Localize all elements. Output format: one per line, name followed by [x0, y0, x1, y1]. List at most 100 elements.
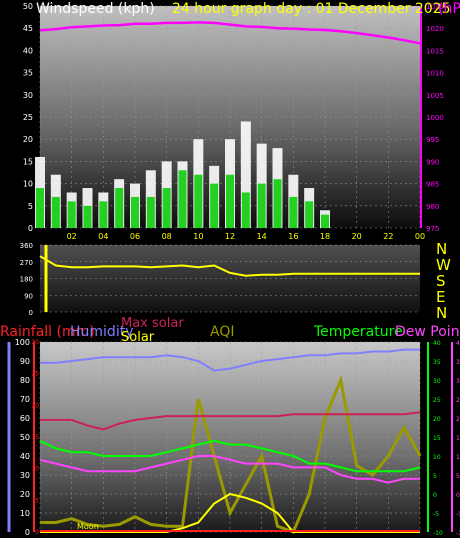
temperature-tick-label: -5	[433, 511, 439, 518]
aqi-line	[40, 374, 422, 534]
windspeed-tick-label: 0	[28, 224, 33, 233]
hour-tick-label: 18	[320, 232, 330, 241]
hour-tick-label: 08	[162, 232, 172, 241]
windspeed-bar	[115, 188, 124, 228]
pressure-tick-label: 975	[426, 225, 439, 233]
windspeed-tick-label: 20	[23, 135, 33, 144]
solar-label: Solar	[121, 330, 155, 345]
pressure-tick-label: 1020	[426, 25, 444, 33]
dewpoint-tick-label: 25	[456, 397, 460, 404]
temperature-tick-label: 35	[433, 359, 441, 366]
temperature-tick-label: 25	[433, 397, 441, 404]
windspeed-tick-label: 45	[23, 24, 33, 33]
humidity-tick-label: 30	[20, 471, 30, 480]
dewpoint-tick-label: 30	[456, 378, 460, 385]
temperature-tick-label: 15	[433, 435, 441, 442]
wind-direction-grid	[40, 244, 420, 313]
temperature-tick-label: 30	[433, 378, 441, 385]
hour-tick-label: 10	[193, 232, 203, 241]
dewpoint-tick-label: 15	[456, 435, 460, 442]
hour-tick-label: 02	[67, 232, 77, 241]
windspeed-bar	[83, 205, 92, 228]
windspeed-axis: 0 5 10 15 20 25 30 35 40 45 50	[23, 2, 33, 233]
windspeed-bar	[131, 196, 139, 228]
windspeed-bar	[36, 188, 44, 228]
hour-tick-label: 22	[383, 232, 393, 241]
dewpoint-tick-label: -5	[456, 511, 460, 518]
windspeed-axis-label: Windspeed (kph)	[36, 1, 155, 17]
dewpoint-tick-label: -10	[456, 530, 460, 537]
temperature-tick-label: -10	[433, 530, 443, 537]
pressure-axis-label: (hPa)	[438, 1, 460, 17]
compass-n-top: N	[436, 240, 447, 258]
windspeed-bar	[273, 179, 282, 228]
windspeed-bar	[241, 192, 250, 228]
direction-tick-label: 360	[20, 242, 33, 250]
hour-tick-label: 04	[98, 232, 108, 241]
humidity-tick-label: 100	[15, 338, 30, 347]
humidity-label: Humidity	[70, 324, 133, 340]
windspeed-bar	[67, 201, 76, 228]
hour-tick-label: 00	[415, 232, 425, 241]
rainfall-label: Rainfall (mm)	[0, 324, 95, 340]
dewpoint-tick-label: 35	[456, 359, 460, 366]
windspeed-bar	[99, 201, 108, 228]
rainfall-tick-label: 20	[31, 402, 39, 409]
windspeed-tick-label: 15	[23, 157, 33, 166]
windspeed-bar	[194, 174, 203, 228]
rainfall-tick-label: 15	[31, 434, 39, 441]
rainfall-tick-label: 25	[31, 371, 39, 378]
humidity-tick-label: 70	[20, 395, 30, 404]
wind-direction-axis: 0 90 180 270 360	[20, 242, 33, 317]
windspeed-tick-label: 5	[28, 202, 33, 211]
rainfall-tick-label: 5	[35, 497, 39, 504]
gust-bar	[240, 121, 251, 228]
rainfall-tick-label: 0	[35, 529, 39, 536]
pressure-axis: 975 980 985 990 995 1000 1005 1010 1015 1020 1025	[426, 3, 444, 233]
graph-title: 24 hour graph day : 01 December 2025	[172, 1, 451, 17]
direction-tick-label: 90	[24, 292, 33, 300]
hour-tick-label: 16	[288, 232, 298, 241]
humidity-tick-label: 10	[20, 509, 30, 518]
windspeed-bar	[305, 201, 314, 228]
windspeed-tick-label: 25	[23, 113, 33, 122]
combined-grid	[39, 341, 421, 533]
humidity-tick-label: 60	[20, 414, 30, 423]
humidity-tick-label: 20	[20, 490, 30, 499]
windspeed-bar	[178, 170, 187, 228]
dewpoint-tick-label: 20	[456, 416, 460, 423]
wind-direction-line	[39, 255, 420, 277]
humidity-tick-label: 80	[20, 376, 30, 385]
windspeed-bar	[321, 214, 329, 228]
compass-w: W	[436, 256, 451, 274]
max-solar-line	[40, 411, 421, 431]
rainfall-tick-label: 30	[31, 339, 39, 346]
temperature-tick-label: 5	[433, 473, 437, 480]
hour-tick-label: 14	[257, 232, 267, 241]
pressure-tick-label: 990	[426, 158, 439, 166]
temperature-tick-label: 20	[433, 416, 441, 423]
compass-e: E	[436, 288, 445, 306]
windspeed-bar	[162, 188, 171, 228]
pressure-tick-label: 995	[426, 136, 439, 144]
aqi-label: AQI	[210, 324, 234, 340]
rainfall-tick-label: 10	[31, 466, 39, 473]
humidity-tick-label: 90	[20, 357, 30, 366]
pressure-tick-label: 1000	[426, 114, 444, 122]
humidity-tick-label: 40	[20, 452, 30, 461]
dewpoint-tick-label: 40	[456, 340, 460, 347]
direction-tick-label: 270	[20, 259, 33, 267]
humidity-tick-label: 0	[25, 528, 30, 537]
wind-direction-series	[39, 245, 420, 312]
pressure-tick-label: 1025	[426, 3, 444, 11]
windspeed-bar	[289, 196, 298, 228]
pressure-tick-label: 1010	[426, 70, 444, 78]
direction-tick-label: 0	[29, 309, 33, 317]
compass-n-bottom: N	[436, 304, 447, 322]
temperature-tick-label: 10	[433, 454, 441, 461]
pressure-tick-label: 1015	[426, 47, 444, 55]
humidity-tick-label: 50	[20, 433, 30, 442]
windspeed-tick-label: 30	[23, 91, 33, 100]
hour-tick-label: 12	[225, 232, 235, 241]
